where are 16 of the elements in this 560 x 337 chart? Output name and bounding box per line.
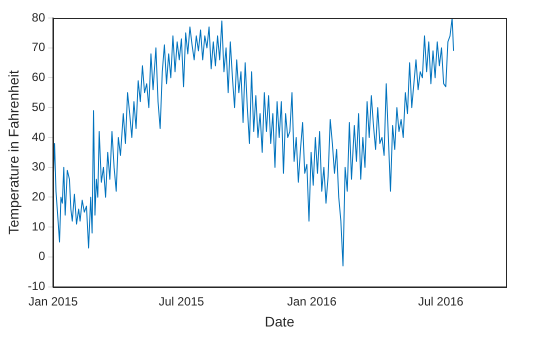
y-tick-label: 0: [38, 249, 46, 264]
x-tick-label: Jan 2016: [287, 294, 337, 308]
y-tick-label: 10: [32, 219, 46, 234]
y-tick-label: -10: [28, 279, 46, 294]
x-axis-title: Date: [264, 313, 295, 330]
y-tick-label: 70: [32, 40, 46, 54]
x-tick-label: Jul 2016: [418, 294, 464, 308]
y-axis-title: Temperature in Fahrenheit: [5, 70, 22, 234]
x-tick-label: Jan 2015: [28, 294, 78, 308]
y-tick-label: 80: [32, 10, 46, 24]
x-tick-label: Jul 2015: [158, 294, 204, 308]
y-tick-label: 30: [32, 160, 46, 174]
y-tick-label: 60: [32, 70, 46, 84]
y-tick-label: 20: [32, 190, 46, 204]
y-tick-label: 40: [32, 130, 46, 144]
y-tick-label: 50: [32, 100, 46, 114]
